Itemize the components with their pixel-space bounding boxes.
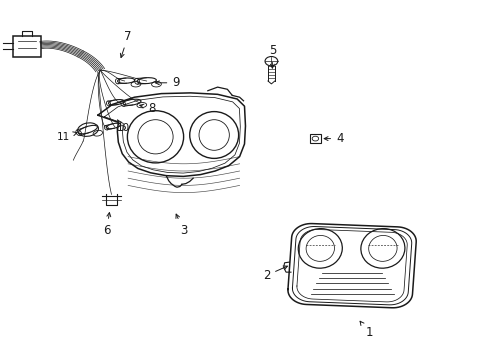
Text: 2: 2 bbox=[262, 266, 287, 282]
Bar bbox=[309, 134, 321, 143]
Text: 7: 7 bbox=[120, 30, 132, 58]
Bar bbox=[13, 36, 41, 57]
Text: 10: 10 bbox=[117, 120, 129, 133]
Text: 9: 9 bbox=[155, 76, 180, 89]
Text: 5: 5 bbox=[268, 44, 276, 68]
Text: 3: 3 bbox=[176, 214, 187, 237]
Text: 11: 11 bbox=[57, 132, 77, 142]
Text: 6: 6 bbox=[102, 213, 110, 237]
Text: 1: 1 bbox=[359, 321, 372, 339]
Text: 4: 4 bbox=[324, 132, 343, 145]
Text: 8: 8 bbox=[140, 102, 155, 114]
